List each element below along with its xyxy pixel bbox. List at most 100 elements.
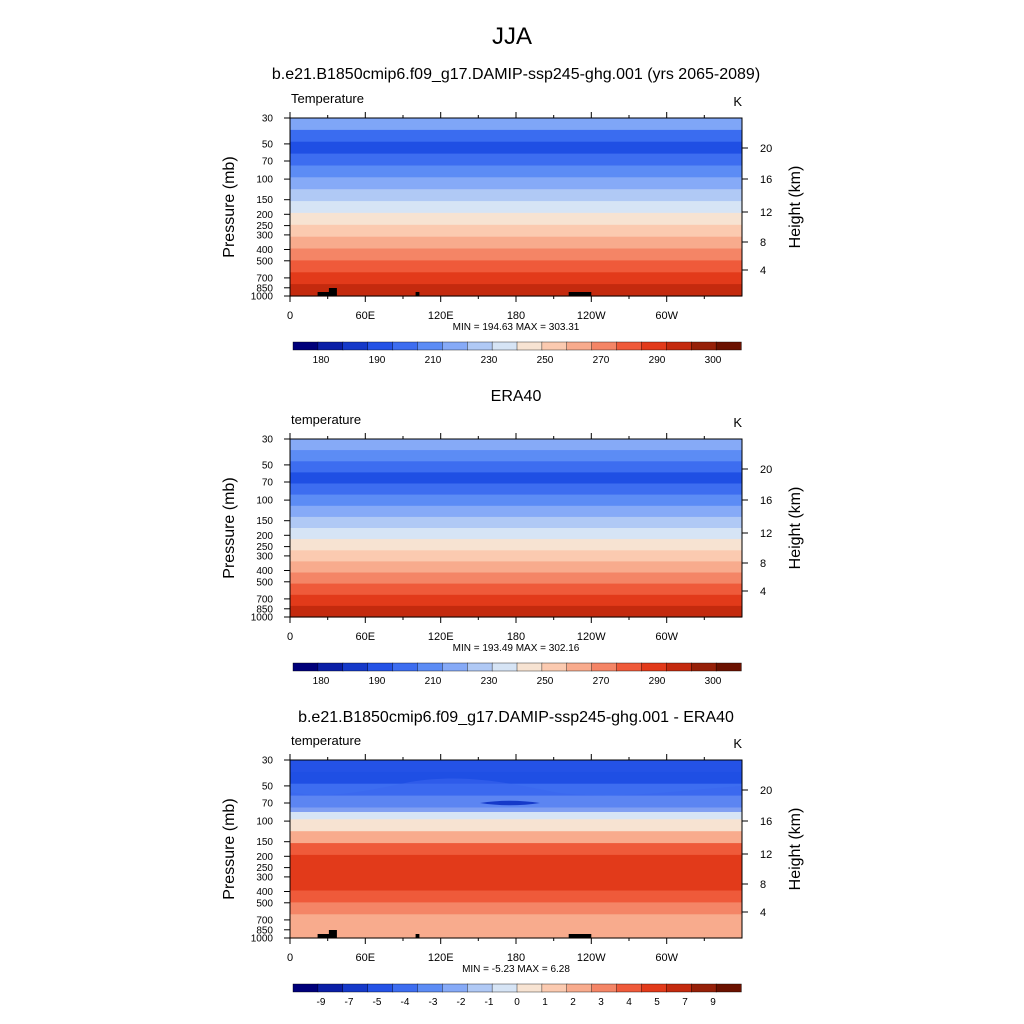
contour-band: [290, 902, 742, 915]
y-tick-label: 400: [256, 566, 273, 577]
colorbar-swatch: [566, 662, 593, 672]
colorbar-label: 1: [542, 997, 548, 1008]
contour-band: [290, 212, 742, 226]
contour-band: [290, 878, 742, 892]
x-tick-label: 180: [507, 631, 525, 643]
colorbar-label: 300: [705, 676, 722, 687]
x-tick-label: 180: [507, 952, 525, 964]
panel-1: b.e21.B1850cmip6.f09_g17.DAMIP-ssp245-gh…: [221, 66, 804, 366]
contour-band: [290, 224, 742, 238]
contour-band: [290, 461, 742, 473]
panel-3: b.e21.B1850cmip6.f09_g17.DAMIP-ssp245-gh…: [221, 709, 804, 1008]
y-tick-label: 70: [262, 799, 274, 810]
x-tick-label: 60E: [356, 310, 376, 322]
x-tick-label: 60E: [356, 631, 376, 643]
colorbar-label: -5: [373, 997, 382, 1008]
x-tick-label: 120E: [428, 631, 454, 643]
colorbar-swatch: [516, 983, 543, 993]
contour-band: [290, 854, 742, 868]
height-tick-label: 12: [760, 528, 772, 540]
colorbar-swatch: [566, 983, 593, 993]
y-tick-label: 400: [256, 887, 273, 898]
y-tick-label: 850: [256, 604, 273, 615]
contour-band: [290, 129, 742, 143]
colorbar-swatch: [467, 983, 493, 993]
x-tick-label: 120W: [577, 631, 606, 643]
y-tick-label: 700: [256, 273, 273, 284]
y-tick-label: 100: [256, 817, 273, 828]
contour-band: [290, 572, 742, 585]
colorbar: 180 190 210 230 250 270 290 300: [292, 341, 742, 366]
colorbar-swatch: [715, 341, 742, 351]
contour-band: [290, 272, 742, 285]
colorbar-swatch: [292, 662, 319, 672]
terrain-mask: [328, 930, 337, 938]
height-tick-label: 4: [760, 586, 766, 598]
variable-label: Temperature: [291, 91, 364, 106]
terrain-mask: [568, 934, 592, 938]
contour-band: [290, 926, 742, 939]
variable-label: temperature: [291, 733, 361, 748]
height-tick-label: 12: [760, 207, 772, 219]
x-tick-label: 180: [507, 310, 525, 322]
y-axis-label: Pressure (mb): [221, 477, 238, 578]
y-tick-label: 700: [256, 594, 273, 605]
colorbar-label: -1: [485, 997, 494, 1008]
colorbar-swatch: [467, 662, 493, 672]
colorbar-swatch: [491, 662, 518, 672]
colorbar-swatch: [317, 983, 344, 993]
colorbar-label: -2: [457, 997, 466, 1008]
colorbar-swatch: [666, 662, 692, 672]
contour-band: [290, 583, 742, 596]
contour-band: [290, 260, 742, 273]
height-axis-label: Height (km): [787, 487, 804, 570]
contour-band: [290, 516, 742, 529]
colorbar-label: 250: [537, 676, 554, 687]
colorbar-swatch: [292, 983, 319, 993]
contour-band: [290, 450, 742, 462]
min-max-stats: MIN = -5.23 MAX = 6.28: [462, 964, 570, 975]
contour-band: [290, 760, 742, 773]
y-tick-label: 300: [256, 872, 273, 883]
colorbar-swatch: [442, 983, 468, 993]
y-tick-label: 70: [262, 157, 274, 168]
colorbar-label: -7: [345, 997, 354, 1008]
colorbar-label: 230: [481, 355, 498, 366]
contour-band: [480, 800, 540, 806]
colorbar-label: 180: [313, 355, 330, 366]
colorbar-swatch: [541, 662, 568, 672]
colorbar-swatch: [392, 341, 419, 351]
colorbar-label: 7: [682, 997, 688, 1008]
colorbar-label: 180: [313, 676, 330, 687]
y-tick-label: 100: [256, 175, 273, 186]
colorbar-swatch: [516, 341, 543, 351]
colorbar-label: 300: [705, 355, 722, 366]
y-tick-label: 500: [256, 577, 273, 588]
colorbar-swatch: [541, 983, 568, 993]
height-tick-label: 12: [760, 849, 772, 861]
colorbar-label: 5: [654, 997, 660, 1008]
colorbar-swatch: [591, 341, 618, 351]
colorbar-swatch: [342, 341, 369, 351]
y-axis-label: Pressure (mb): [221, 156, 238, 257]
y-tick-label: 150: [256, 195, 273, 206]
y-tick-label: 700: [256, 915, 273, 926]
x-tick-label: 120E: [428, 952, 454, 964]
colorbar-swatch: [417, 983, 443, 993]
colorbar-swatch: [541, 341, 568, 351]
contour-band: [290, 866, 742, 880]
y-tick-label: 200: [256, 531, 273, 542]
colorbar-swatch: [392, 983, 419, 993]
colorbar-label: -3: [429, 997, 438, 1008]
height-axis-label: Height (km): [787, 808, 804, 891]
colorbar-swatch: [641, 983, 667, 993]
y-tick-label: 1000: [251, 292, 274, 303]
colorbar-swatch: [442, 341, 468, 351]
units-label: K: [733, 94, 742, 109]
colorbar-swatch: [691, 341, 717, 351]
colorbar-label: -9: [317, 997, 326, 1008]
y-tick-label: 30: [262, 114, 274, 125]
colorbar-label: 4: [626, 997, 632, 1008]
contour-field: [290, 760, 742, 939]
colorbar-swatch: [491, 983, 518, 993]
